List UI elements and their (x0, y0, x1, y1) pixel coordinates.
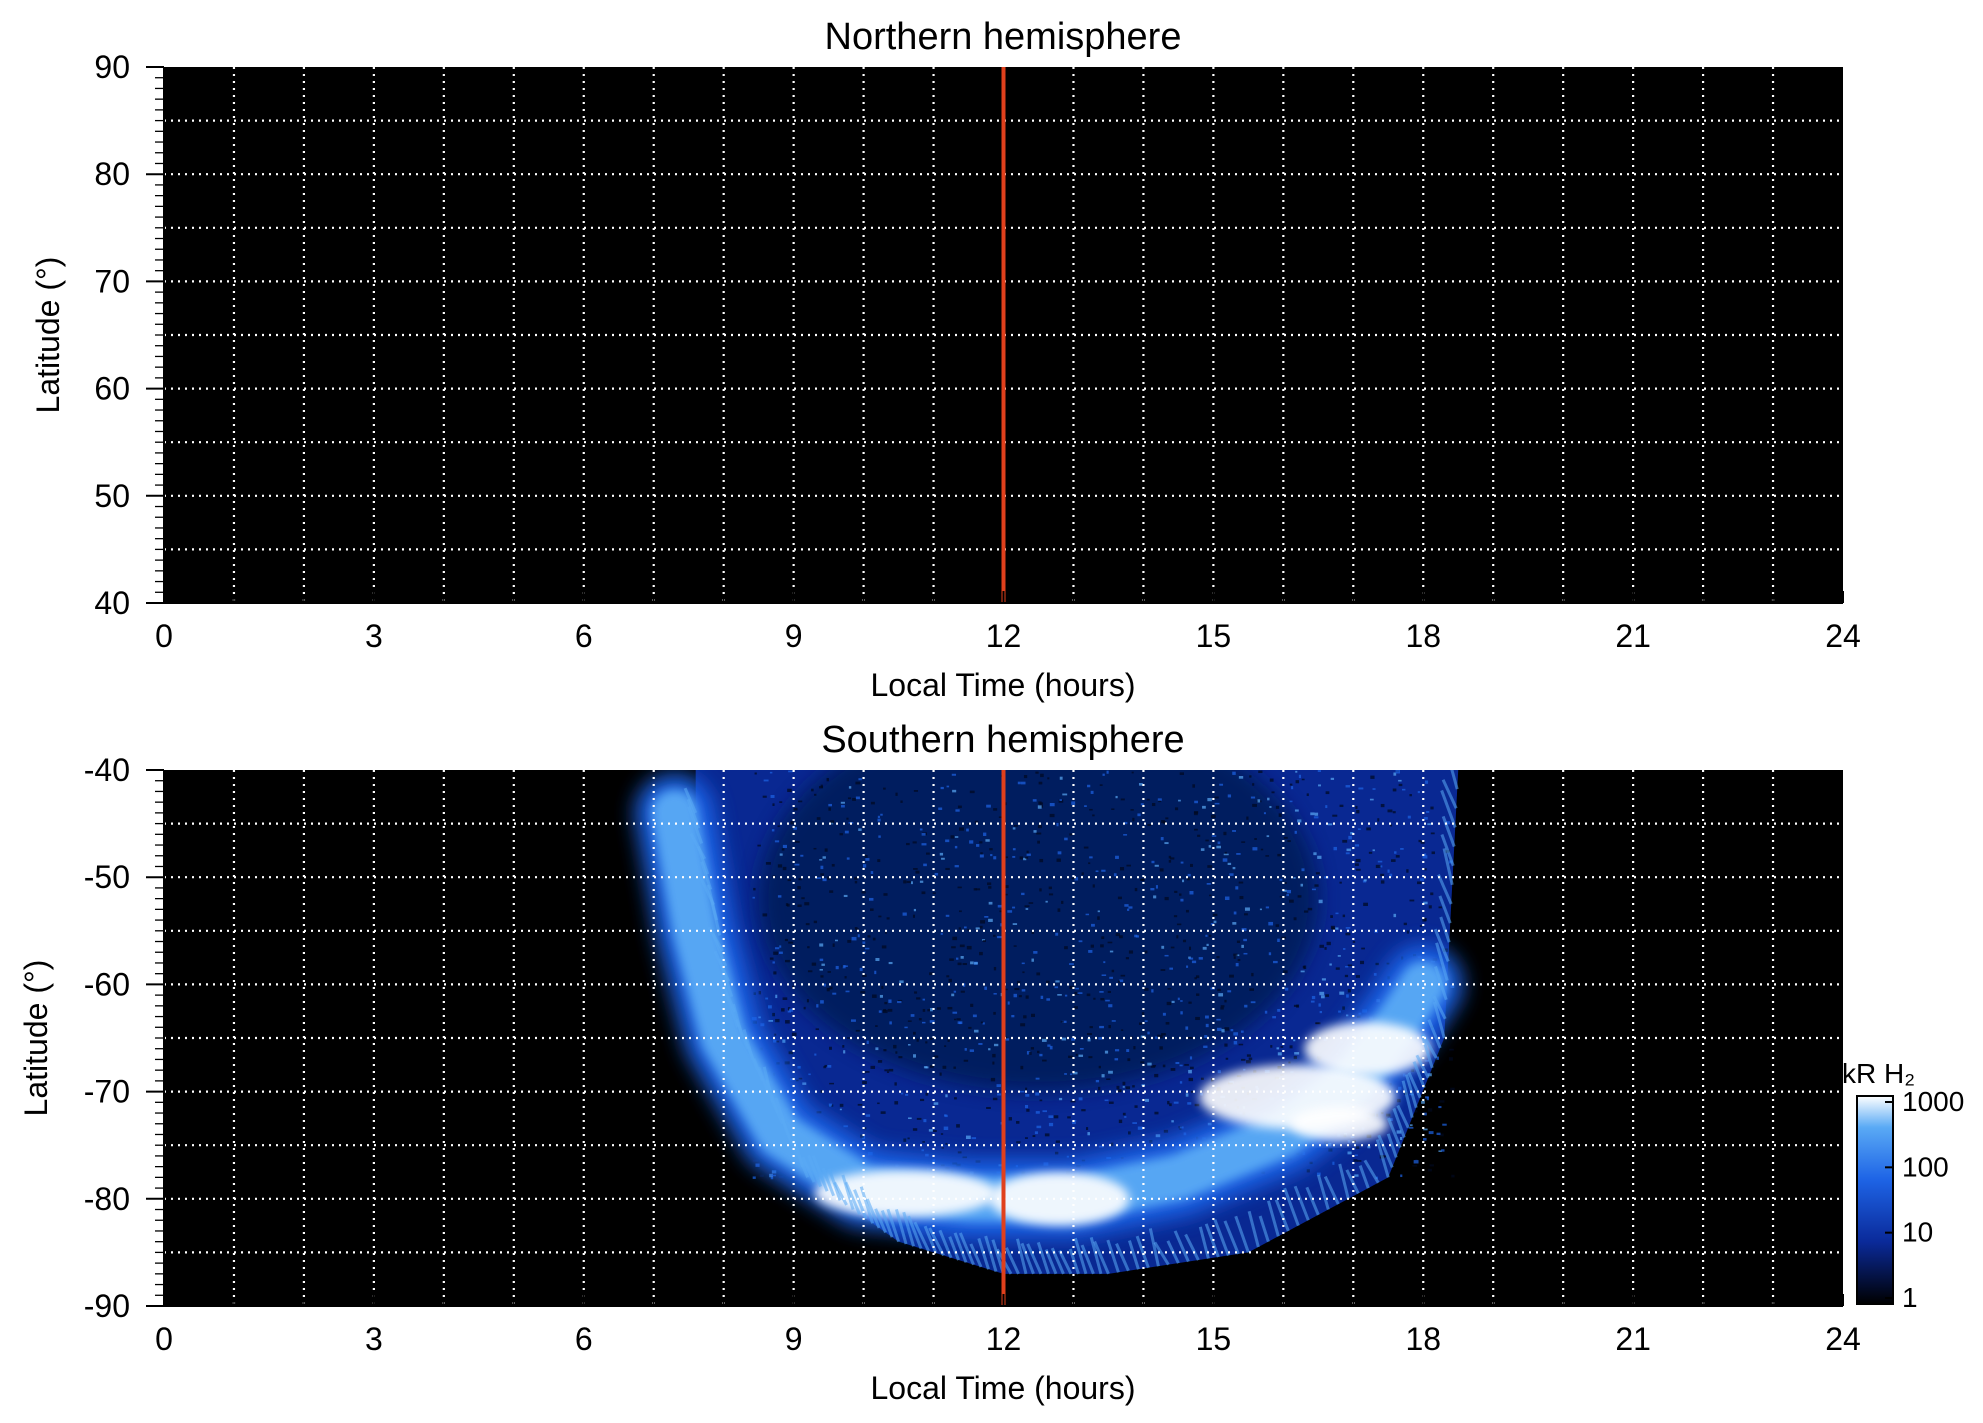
bright-emission-patch (989, 1172, 1130, 1226)
south-y-tick-label: -60 (84, 966, 130, 1002)
south-x-tick-label: 6 (575, 1321, 593, 1357)
north-y-tick-label: 80 (94, 156, 130, 192)
north-y-tick-label: 70 (94, 263, 130, 299)
bright-emission-patch (1290, 1106, 1389, 1141)
south-x-tick-label: 0 (155, 1321, 173, 1357)
south-y-tick-label: -80 (84, 1181, 130, 1217)
north-x-tick-label: 21 (1615, 618, 1651, 654)
south-x-tick-label: 15 (1196, 1321, 1232, 1357)
north-y-tick-label: 50 (94, 478, 130, 514)
colorbar-tick-label: 100 (1902, 1151, 1949, 1182)
north-grid (164, 67, 1843, 603)
north-x-axis-label: Local Time (hours) (871, 667, 1136, 703)
south-y-axis-label: Latitude (°) (18, 960, 54, 1117)
north-x-tick-label: 9 (785, 618, 803, 654)
colorbar-tick-label: 1 (1902, 1282, 1918, 1313)
equatorward-fringe-streaks (683, 770, 1459, 1275)
north-y-tick-label: 40 (94, 585, 130, 621)
colorbar-tick-label: 10 (1902, 1217, 1933, 1248)
south-y-tick-label: -50 (84, 859, 130, 895)
north-x-tick-label: 3 (365, 618, 383, 654)
south-y-tick-label: -70 (84, 1074, 130, 1110)
north-x-tick-label: 24 (1825, 618, 1861, 654)
south-x-tick-label: 9 (785, 1321, 803, 1357)
north-x-tick-label: 15 (1196, 618, 1232, 654)
colorbar: kR H₂ 1000 100 10 1 (1842, 1058, 1964, 1313)
north-y-axis-label: Latitude (°) (30, 257, 66, 414)
colorbar-ticks: 1000 100 10 1 (1885, 1086, 1964, 1313)
south-x-tick-label: 24 (1825, 1321, 1861, 1357)
south-x-tick-label: 3 (365, 1321, 383, 1357)
northern-hemisphere-panel: Northern hemisphere 0 3 6 9 12 15 18 21 24 90 80 70… (30, 16, 1861, 703)
south-axes: 0 3 6 9 12 15 18 21 24 -40 -50 -60 -70 -80 -90 (84, 752, 1861, 1357)
north-x-tick-label: 6 (575, 618, 593, 654)
south-x-tick-label: 12 (986, 1321, 1022, 1357)
colorbar-title: kR H₂ (1842, 1058, 1915, 1089)
north-x-tick-label: 18 (1405, 618, 1441, 654)
south-x-tick-label: 21 (1615, 1321, 1651, 1357)
north-title: Northern hemisphere (825, 16, 1182, 58)
south-x-tick-label: 18 (1405, 1321, 1441, 1357)
southern-aurora-emission (634, 770, 1464, 1275)
polar-cap-dim-region (758, 770, 1319, 1092)
north-y-tick-label: 60 (94, 371, 130, 407)
north-x-tick-label: 0 (155, 618, 173, 654)
southern-hemisphere-panel: Southern hemisphere 0 3 6 9 12 15 18 21 24 -40 -50… (18, 719, 1861, 1406)
south-y-tick-label: -40 (84, 752, 130, 788)
south-x-axis-label: Local Time (hours) (871, 1370, 1136, 1406)
north-x-tick-label: 12 (986, 618, 1022, 654)
colorbar-gradient (1856, 1095, 1894, 1305)
colorbar-tick-label: 1000 (1902, 1086, 1964, 1117)
bright-emission-patch (1304, 1021, 1431, 1076)
north-y-tick-label: 90 (94, 49, 130, 85)
south-title: Southern hemisphere (821, 719, 1184, 761)
south-y-tick-label: -90 (84, 1288, 130, 1324)
north-axes: 0 3 6 9 12 15 18 21 24 90 80 70 60 50 40 (94, 49, 1860, 654)
